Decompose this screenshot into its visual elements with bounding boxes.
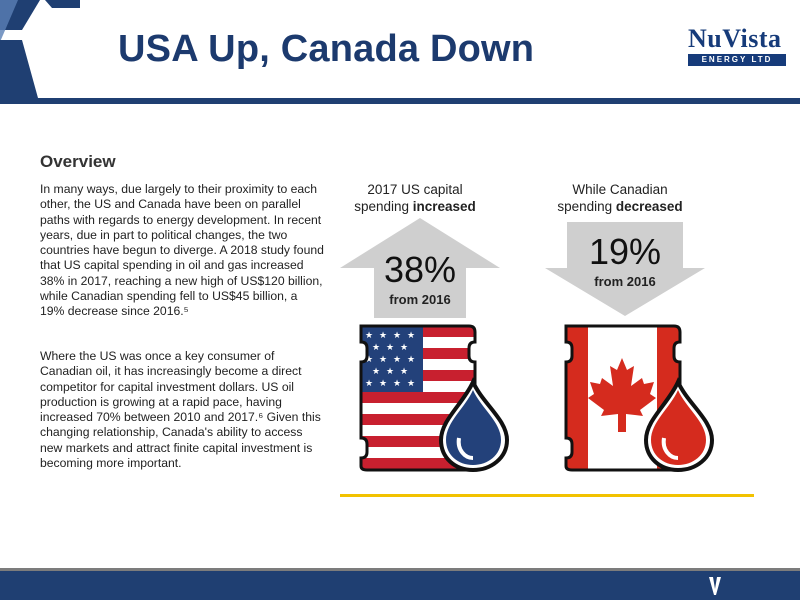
up-arrow-graphic (340, 218, 500, 318)
overview-heading: Overview (40, 152, 116, 171)
us-caption-bold: increased (412, 199, 476, 214)
ca-caption-line1: While Canadian (572, 182, 668, 197)
us-caption-prefix: spending (354, 199, 413, 214)
logo-tagline: ENERGY LTD (688, 54, 786, 66)
company-logo: NuVista ENERGY LTD (688, 26, 786, 66)
logo-name: NuVista (688, 24, 782, 53)
svg-text:★: ★ (393, 379, 401, 389)
ca-caption-line2: spending decreased (545, 198, 695, 215)
footer-bar (0, 571, 800, 600)
us-caption-line2: spending increased (340, 198, 490, 215)
overview-paragraph-1: In many ways, due largely to their proxi… (40, 182, 324, 319)
svg-text:★: ★ (386, 367, 394, 377)
svg-text:★: ★ (365, 355, 373, 365)
ca-from-label: from 2016 (594, 274, 656, 289)
overview-paragraph-2: Where the US was once a key consumer of … (40, 349, 321, 471)
svg-text:★: ★ (365, 379, 373, 389)
svg-text:★: ★ (400, 367, 408, 377)
corner-chevron-graphic (0, 0, 80, 98)
ca-caption-prefix: spending (557, 199, 616, 214)
svg-text:★: ★ (372, 367, 380, 377)
svg-text:★: ★ (372, 343, 380, 353)
svg-text:★: ★ (379, 331, 387, 341)
svg-text:★: ★ (407, 355, 415, 365)
ca-flag-barrel-icon (564, 324, 715, 473)
svg-text:★: ★ (393, 355, 401, 365)
footer-v-logo-icon (709, 577, 721, 595)
svg-text:★: ★ (400, 343, 408, 353)
svg-text:★: ★ (393, 331, 401, 341)
us-flag-barrel-icon: ★ ★ ★ ★ ★ ★ ★ ★ ★ ★ ★ ★ ★ ★ ★ ★ ★ ★ (359, 324, 510, 473)
svg-text:★: ★ (386, 343, 394, 353)
svg-text:★: ★ (407, 379, 415, 389)
us-percent: 38% (383, 249, 457, 290)
ca-percent: 19% (588, 231, 662, 272)
svg-text:★: ★ (379, 379, 387, 389)
down-arrow-graphic (545, 222, 705, 316)
svg-text:★: ★ (407, 331, 415, 341)
accent-underline (340, 494, 754, 497)
ca-caption-bold: decreased (615, 199, 683, 214)
us-caption: 2017 US capital spending increased (340, 181, 490, 215)
us-from-label: from 2016 (389, 292, 451, 307)
slide-title: USA Up, Canada Down (118, 28, 535, 70)
footer-top-stripe (0, 568, 800, 571)
svg-text:★: ★ (365, 331, 373, 341)
ca-caption: While Canadian spending decreased (545, 181, 695, 215)
header-divider (0, 98, 800, 104)
svg-text:★: ★ (379, 355, 387, 365)
us-caption-line1: 2017 US capital (367, 182, 463, 197)
